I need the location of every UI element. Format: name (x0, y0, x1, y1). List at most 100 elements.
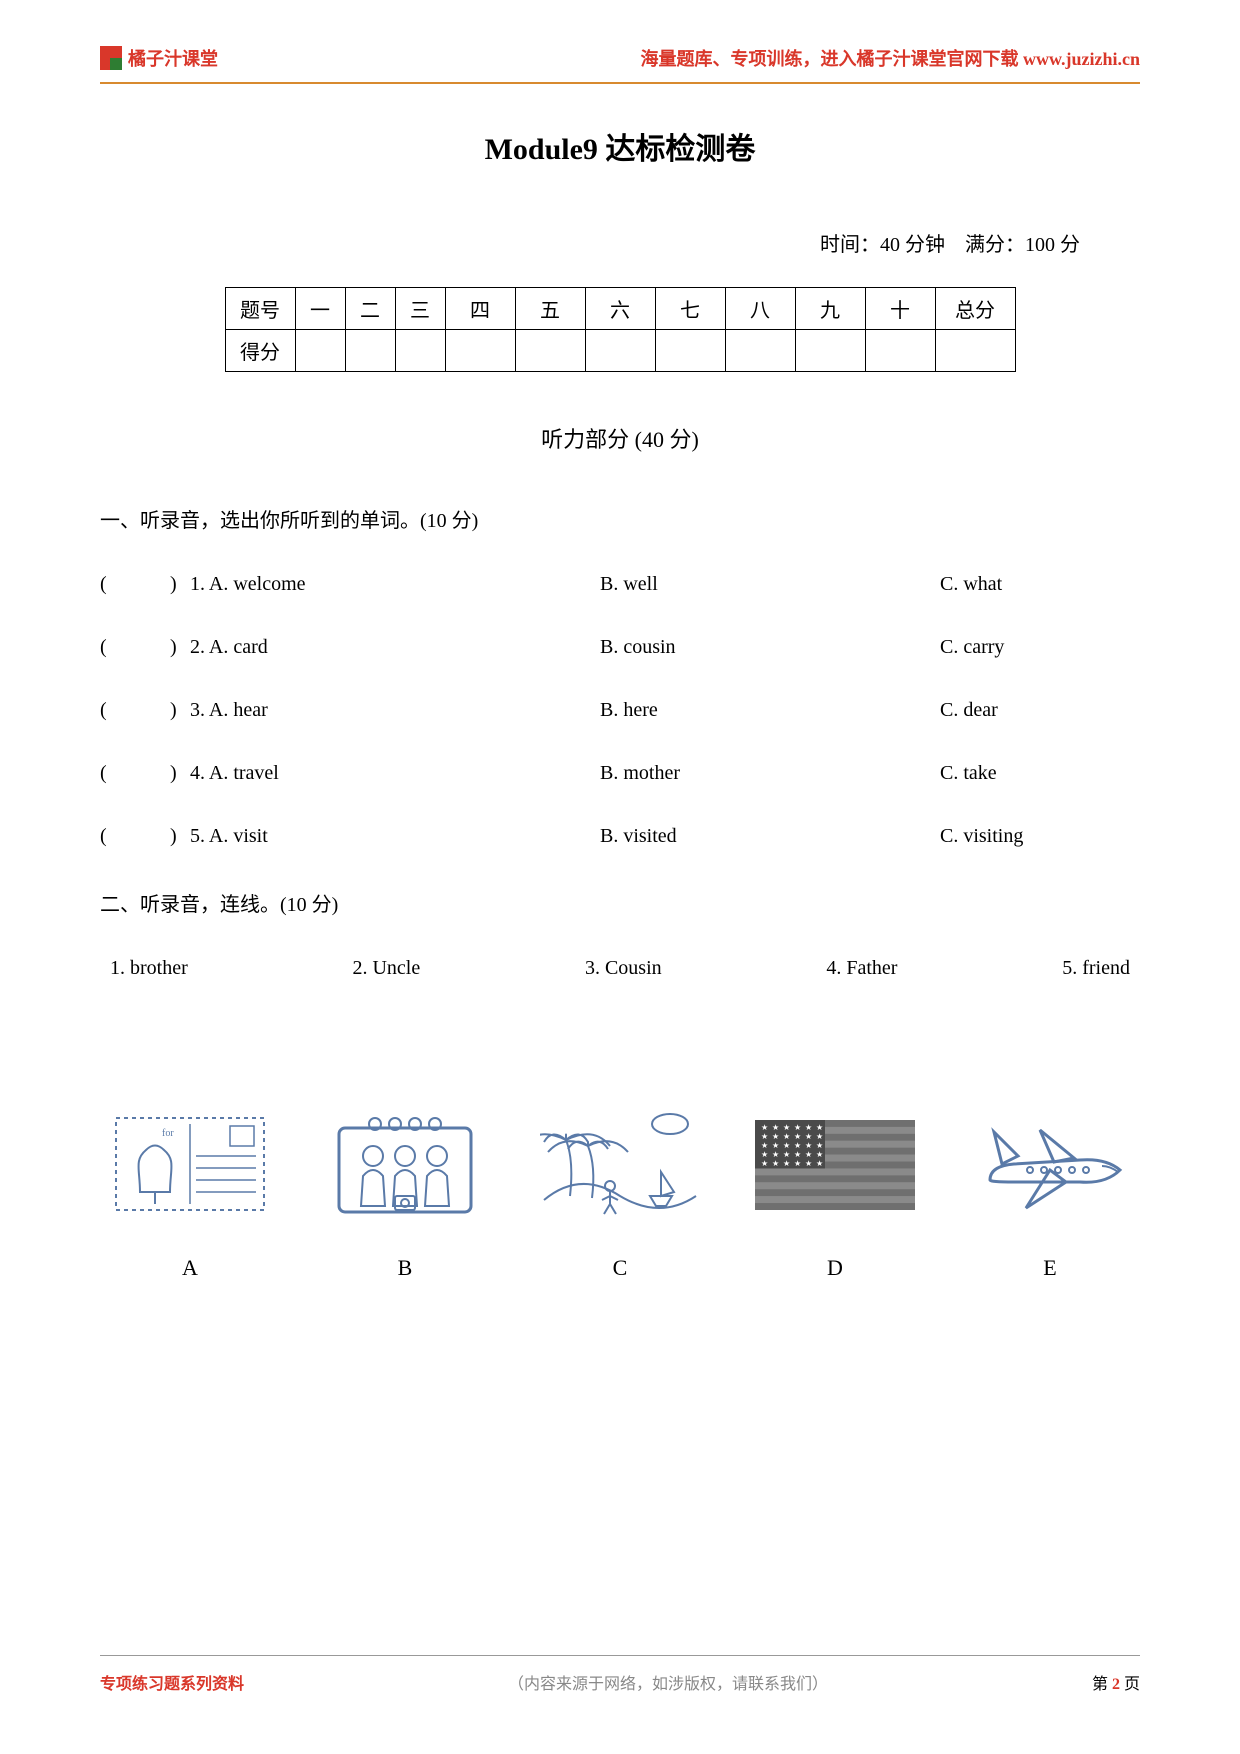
page-footer: 专项练习题系列资料 （内容来源于网络，如涉版权，请联系我们） 第 2 页 (100, 1655, 1140, 1694)
option-a: 5. A. visit (190, 825, 600, 848)
answer-blank[interactable] (130, 636, 170, 659)
score-table-score-row: 得分 (225, 330, 1015, 372)
svg-text:★: ★ (772, 1159, 779, 1168)
option-b: B. well (600, 573, 940, 596)
score-blank-cell (935, 330, 1015, 372)
svg-text:★: ★ (805, 1132, 812, 1141)
answer-blank[interactable] (130, 573, 170, 596)
q2-picture-labels: ABCDE (100, 1255, 1140, 1281)
paren-open: ( (100, 699, 130, 722)
listening-section-head: 听力部分 (40 分) (100, 422, 1140, 454)
score-header-cell: 总分 (935, 288, 1015, 330)
svg-text:★: ★ (805, 1159, 812, 1168)
paren-close: ) (170, 699, 190, 722)
score-blank-cell (655, 330, 725, 372)
svg-text:★: ★ (761, 1123, 768, 1132)
q1-rows: () 1. A. welcomeB. wellC. what () 2. A. c… (100, 573, 1140, 848)
match-word: 4. Father (826, 957, 897, 980)
score-blank-cell (445, 330, 515, 372)
page-header: 橘子汁课堂 海量题库、专项训练，进入橘子汁课堂官网下载 www.juzizhi.… (100, 40, 1140, 76)
score-blank-cell: 得分 (225, 330, 295, 372)
svg-text:★: ★ (816, 1141, 823, 1150)
svg-text:★: ★ (772, 1141, 779, 1150)
mc-row: () 1. A. welcomeB. wellC. what (100, 573, 1140, 596)
mc-row: () 4. A. travelB. motherC. take (100, 762, 1140, 785)
q2-match-words: 1. brother2. Uncle3. Cousin4. Father5. f… (100, 957, 1140, 980)
score-blank-cell (395, 330, 445, 372)
svg-text:★: ★ (816, 1150, 823, 1159)
usa-flag-icon: ★★★★★★★★★★★★★★★★★★★★★★★★★★★★★★ (755, 1100, 915, 1220)
svg-text:★: ★ (783, 1123, 790, 1132)
score-header-cell: 题号 (225, 288, 295, 330)
mc-row: () 3. A. hearB. hereC. dear (100, 699, 1140, 722)
pic-d-flag: ★★★★★★★★★★★★★★★★★★★★★★★★★★★★★★ (745, 1100, 925, 1225)
paren-close: ) (170, 636, 190, 659)
svg-text:★: ★ (783, 1132, 790, 1141)
paren-open: ( (100, 636, 130, 659)
option-b: B. visited (600, 825, 940, 848)
option-a: 2. A. card (190, 636, 600, 659)
q2-head: 二、听录音，连线。(10 分) (100, 888, 1140, 917)
svg-text:★: ★ (772, 1150, 779, 1159)
svg-text:★: ★ (761, 1132, 768, 1141)
option-b: B. here (600, 699, 940, 722)
exam-timing: 时间：40 分钟 满分：100 分 (100, 228, 1140, 257)
photo-booth-icon (325, 1100, 485, 1220)
option-c: C. visiting (940, 825, 1140, 848)
score-header-cell: 十 (865, 288, 935, 330)
score-blank-cell (345, 330, 395, 372)
option-b: B. mother (600, 762, 940, 785)
answer-blank[interactable] (130, 825, 170, 848)
pic-a-postcard: for (100, 1100, 280, 1225)
paren-close: ) (170, 573, 190, 596)
svg-text:★: ★ (794, 1141, 801, 1150)
footer-page-num: 2 (1112, 1676, 1120, 1693)
answer-blank[interactable] (130, 762, 170, 785)
svg-text:★: ★ (805, 1141, 812, 1150)
score-blank-cell (295, 330, 345, 372)
svg-text:★: ★ (761, 1141, 768, 1150)
score-header-cell: 六 (585, 288, 655, 330)
svg-text:★: ★ (794, 1159, 801, 1168)
footer-divider (100, 1655, 1140, 1656)
svg-text:★: ★ (816, 1123, 823, 1132)
header-right-text: 海量题库、专项训练，进入橘子汁课堂官网下载 www.juzizhi.cn (641, 45, 1141, 71)
svg-text:★: ★ (805, 1150, 812, 1159)
picture-letter: C (530, 1255, 710, 1281)
score-blank-cell (515, 330, 585, 372)
svg-text:★: ★ (772, 1123, 779, 1132)
footer-series-label: 专项练习题系列资料 (100, 1670, 244, 1694)
beach-icon (540, 1100, 700, 1220)
mc-row: () 5. A. visitB. visitedC. visiting (100, 825, 1140, 848)
footer-copyright: （内容来源于网络，如涉版权，请联系我们） (508, 1670, 828, 1694)
paren-close: ) (170, 825, 190, 848)
paren-open: ( (100, 762, 130, 785)
option-c: C. carry (940, 636, 1140, 659)
svg-text:★: ★ (783, 1141, 790, 1150)
svg-text:★: ★ (816, 1132, 823, 1141)
q2-picture-row: for ★★★★★★★★★★★★★★★★★★★★★★★★★★★★★★ (100, 1100, 1140, 1235)
score-header-cell: 二 (345, 288, 395, 330)
svg-text:★: ★ (794, 1123, 801, 1132)
paren-close: ) (170, 762, 190, 785)
paren-open: ( (100, 825, 130, 848)
score-header-cell: 四 (445, 288, 515, 330)
picture-letter: B (315, 1255, 495, 1281)
answer-blank[interactable] (130, 699, 170, 722)
svg-text:★: ★ (794, 1150, 801, 1159)
svg-text:★: ★ (772, 1132, 779, 1141)
pic-e-airplane (960, 1100, 1140, 1225)
match-word: 5. friend (1062, 957, 1130, 980)
option-a: 1. A. welcome (190, 573, 600, 596)
picture-letter: E (960, 1255, 1140, 1281)
match-word: 3. Cousin (585, 957, 662, 980)
svg-text:★: ★ (816, 1159, 823, 1168)
option-c: C. dear (940, 699, 1140, 722)
score-blank-cell (795, 330, 865, 372)
score-blank-cell (725, 330, 795, 372)
score-table-header-row: 题号一二三四五六七八九十总分 (225, 288, 1015, 330)
footer-page-prefix: 第 (1092, 1676, 1112, 1693)
brand-name: 橘子汁课堂 (128, 45, 218, 71)
exam-title: Module9 达标检测卷 (100, 124, 1140, 168)
postcard-icon: for (110, 1100, 270, 1220)
